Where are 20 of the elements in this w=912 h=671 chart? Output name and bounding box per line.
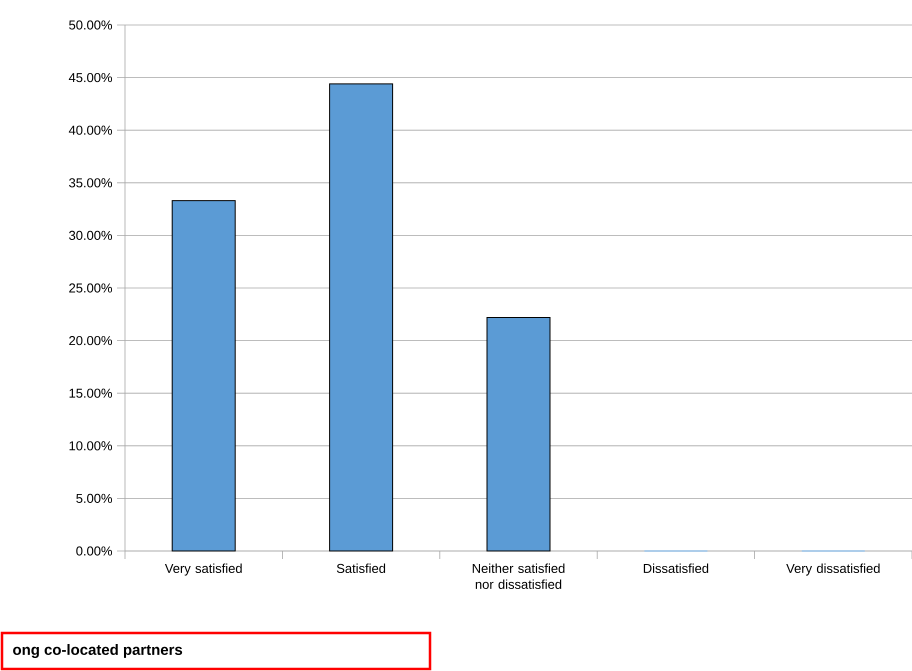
y-tick-label: 45.00% [68,73,112,82]
y-tick-label: 50.00% [69,20,112,30]
y-tick-label: 0.00% [76,546,112,556]
x-tick-label: Satisfied [336,564,386,574]
y-tick-label: 10.00% [70,441,112,450]
bar [486,316,551,552]
y-tick-label: 35.00% [69,178,112,188]
bar [172,200,236,552]
x-tick-label: Neither satisfied nor dissatisfied [472,564,564,589]
y-tick-label: 30.00% [69,230,112,240]
x-tick-label: Very satisfied [164,564,242,576]
y-tick-label: 5.00% [76,494,112,503]
text: ong co-located partners [13,644,182,658]
y-tick-label: 15.00% [70,388,112,398]
x-tick-label: Very dissatisfied [786,564,880,576]
x-tick-label: Dissatisfied [644,564,708,574]
y-tick-label: 20.00% [69,336,112,346]
y-tick-label: 40.00% [68,126,112,135]
bar [329,83,394,552]
y-tick-label: 25.00% [69,283,112,293]
